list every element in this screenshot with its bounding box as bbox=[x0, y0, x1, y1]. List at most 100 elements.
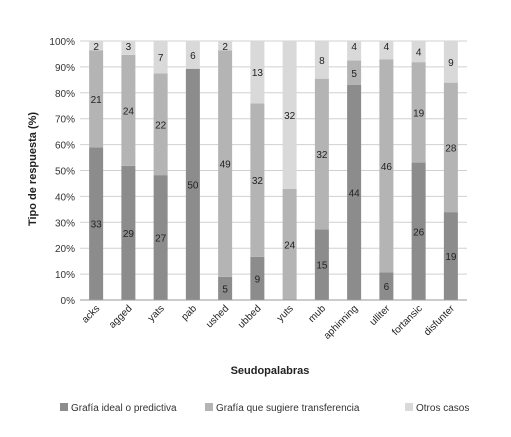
data-label: 28 bbox=[445, 143, 457, 154]
x-axis-title: Seudopalabras bbox=[231, 365, 310, 377]
y-axis-title: Tipo de respuesta (%) bbox=[27, 112, 39, 226]
legend-swatch bbox=[60, 403, 68, 411]
x-tick-label: yuts bbox=[275, 303, 296, 324]
legend-label: Grafía que sugiere transferencia bbox=[216, 403, 360, 414]
bar-segment bbox=[153, 175, 168, 300]
bar-segment bbox=[443, 212, 458, 300]
data-label: 21 bbox=[91, 95, 103, 106]
bar-segment bbox=[89, 41, 104, 51]
data-label: 4 bbox=[416, 48, 422, 59]
legend-label: Otros casos bbox=[416, 403, 469, 414]
data-label: 19 bbox=[413, 108, 425, 119]
bar-segment bbox=[218, 50, 233, 277]
bar-segment bbox=[250, 103, 265, 257]
bar-segment bbox=[153, 41, 168, 74]
data-label: 4 bbox=[351, 42, 357, 53]
bar-segment bbox=[218, 41, 233, 51]
data-label: 27 bbox=[155, 234, 167, 245]
bar-segment bbox=[218, 276, 233, 300]
legend: Grafía ideal o predictiva Grafía que sugi… bbox=[60, 403, 469, 414]
bar-segment bbox=[121, 54, 136, 166]
x-tick-label: yats bbox=[146, 303, 167, 324]
data-label: 32 bbox=[316, 150, 328, 161]
bar-segment bbox=[314, 78, 329, 230]
x-tick-label: ulliter bbox=[368, 303, 393, 328]
data-label: 24 bbox=[123, 106, 135, 117]
data-label: 13 bbox=[252, 68, 264, 79]
data-label: 9 bbox=[255, 274, 261, 285]
y-tick-label: 20% bbox=[55, 244, 75, 255]
data-label: 49 bbox=[220, 160, 232, 171]
bar-segment bbox=[443, 41, 458, 83]
data-label: 8 bbox=[319, 56, 325, 67]
bars: 3321229243272275065492932132432153284454… bbox=[89, 41, 458, 300]
data-label: 32 bbox=[284, 111, 296, 122]
bar-segment bbox=[185, 41, 200, 69]
data-label: 4 bbox=[384, 42, 390, 53]
bar-segment bbox=[347, 60, 362, 85]
x-tick-label: aphinning bbox=[322, 303, 360, 341]
data-label: 6 bbox=[190, 51, 196, 62]
data-label: 22 bbox=[155, 120, 167, 131]
data-label: 24 bbox=[284, 241, 296, 252]
data-label: 26 bbox=[413, 227, 425, 238]
y-tick-label: 100% bbox=[49, 37, 75, 48]
bar-segment bbox=[250, 41, 265, 104]
y-tick-label: 0% bbox=[61, 296, 76, 307]
data-label: 19 bbox=[445, 252, 457, 263]
x-tick-label: pab bbox=[179, 303, 199, 323]
y-tick-label: 30% bbox=[55, 218, 75, 229]
y-tick-label: 80% bbox=[55, 89, 75, 100]
y-tick-label: 10% bbox=[55, 270, 75, 281]
data-label: 32 bbox=[252, 176, 264, 187]
grid bbox=[80, 40, 467, 301]
bar-segment bbox=[411, 41, 426, 63]
bar-segment bbox=[89, 50, 104, 148]
bar-segment bbox=[121, 41, 136, 55]
bar-segment bbox=[411, 62, 426, 163]
bar-segment bbox=[411, 162, 426, 300]
x-tick-label: ubbed bbox=[236, 303, 263, 330]
x-tick-label: acks bbox=[80, 303, 102, 325]
bar-segment bbox=[250, 256, 265, 300]
x-tick-label: ushed bbox=[204, 303, 231, 330]
bar-segment bbox=[314, 229, 329, 300]
x-tick-label: agged bbox=[107, 303, 134, 330]
data-label: 29 bbox=[123, 229, 135, 240]
data-label: 2 bbox=[222, 42, 228, 53]
y-tick-label: 40% bbox=[55, 192, 75, 203]
x-tick-label: fortansic bbox=[390, 303, 425, 338]
data-label: 7 bbox=[158, 53, 164, 64]
y-tick-label: 50% bbox=[55, 167, 75, 178]
bar-segment bbox=[153, 73, 168, 176]
legend-swatch bbox=[205, 403, 213, 411]
bar-segment bbox=[282, 189, 297, 300]
data-label: 5 bbox=[351, 69, 357, 80]
data-label: 5 bbox=[222, 284, 228, 295]
data-label: 50 bbox=[187, 180, 199, 191]
x-tick-label: mub bbox=[306, 303, 328, 325]
data-label: 44 bbox=[349, 188, 361, 199]
legend-label: Grafía ideal o predictiva bbox=[71, 403, 177, 414]
data-label: 33 bbox=[91, 220, 103, 231]
bar-segment bbox=[314, 41, 329, 79]
x-tick-label: disfunter bbox=[422, 303, 457, 338]
bar-segment bbox=[443, 82, 458, 213]
bar-segment bbox=[89, 147, 104, 300]
bar-segment bbox=[185, 68, 200, 300]
y-tick-label: 90% bbox=[55, 63, 75, 74]
data-label: 46 bbox=[381, 162, 393, 173]
data-label: 6 bbox=[384, 282, 390, 293]
legend-swatch bbox=[405, 403, 413, 411]
bar-segment bbox=[282, 41, 297, 189]
bar-segment bbox=[379, 41, 394, 60]
data-label: 3 bbox=[126, 42, 132, 53]
bar-segment bbox=[347, 84, 362, 300]
data-label: 15 bbox=[316, 261, 328, 272]
y-tick-label: 70% bbox=[55, 115, 75, 126]
data-label: 2 bbox=[93, 42, 99, 53]
bar-segment bbox=[379, 59, 394, 273]
data-label: 9 bbox=[448, 58, 454, 69]
